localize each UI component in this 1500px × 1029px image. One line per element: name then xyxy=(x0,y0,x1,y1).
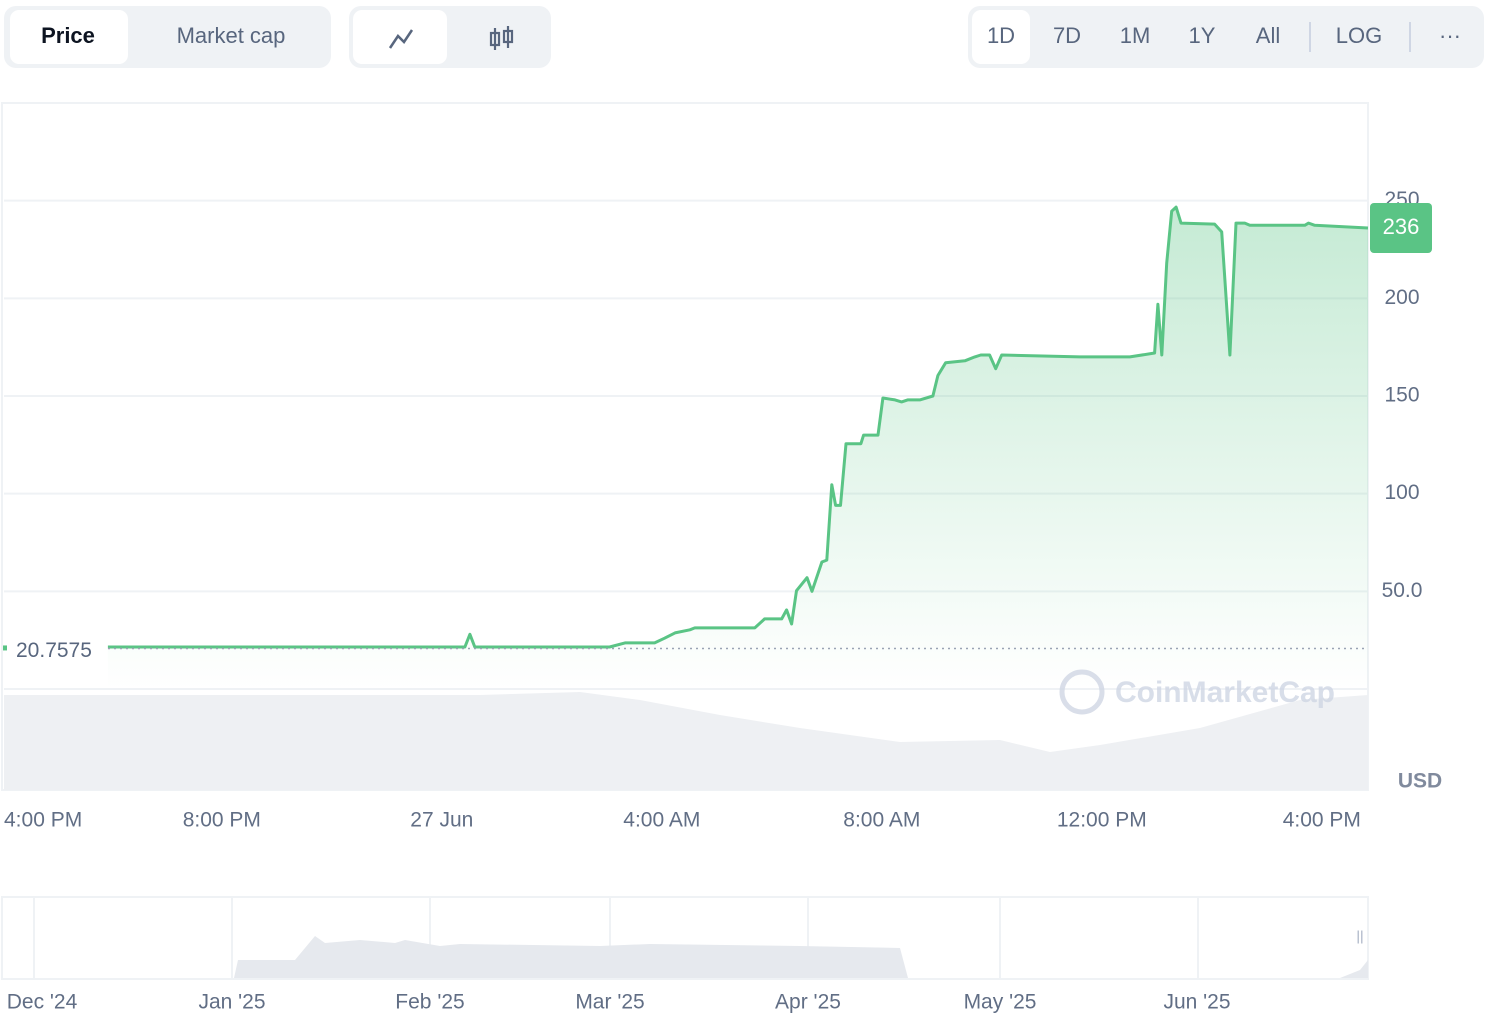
navigator-area xyxy=(1340,960,1368,978)
x-tick-label: 8:00 AM xyxy=(843,809,920,832)
navigator-area xyxy=(234,936,908,978)
range-button[interactable]: 1D xyxy=(987,23,1015,48)
x-tick-label: 12:00 PM xyxy=(1057,809,1147,832)
volume-area xyxy=(4,692,1368,790)
y-tick-label: 150 xyxy=(1384,384,1419,407)
price-line xyxy=(107,205,1369,649)
range-tabs xyxy=(968,6,1484,68)
range-button[interactable]: 1Y xyxy=(1189,23,1216,48)
navigator-label: Feb '25 xyxy=(395,991,464,1014)
reference-marker xyxy=(3,645,7,651)
x-tick-label: 8:00 PM xyxy=(183,809,261,832)
x-tick-label: 27 Jun xyxy=(410,809,473,832)
log-button[interactable]: LOG xyxy=(1336,23,1382,48)
last-price-tag xyxy=(1370,203,1432,254)
y-tick-label: 100 xyxy=(1384,481,1419,504)
reference-label: 20.7575 xyxy=(16,639,92,662)
currency-label: USD xyxy=(1398,770,1442,793)
price-area xyxy=(107,207,1368,689)
line-icon xyxy=(388,29,414,49)
range-button[interactable]: 7D xyxy=(1053,23,1081,48)
navigator-label: Dec '24 xyxy=(7,991,78,1014)
navigator-label: May '25 xyxy=(964,991,1037,1014)
x-tick-label: 4:00 AM xyxy=(623,809,700,832)
more-button[interactable]: ··· xyxy=(1439,23,1461,48)
navigator-label: Apr '25 xyxy=(775,991,841,1014)
x-tick-label: 4:00 PM xyxy=(1283,809,1361,832)
candle-icon[interactable] xyxy=(489,26,514,50)
active-range[interactable] xyxy=(972,10,1030,64)
watermark-logo xyxy=(1059,669,1105,715)
x-tick-label: 4:00 PM xyxy=(4,809,82,832)
navigator-handle[interactable]: || xyxy=(1356,928,1363,944)
navigator-label: Mar '25 xyxy=(575,991,644,1014)
active-tab[interactable] xyxy=(10,10,128,64)
navigator-label: Jun '25 xyxy=(1163,991,1230,1014)
tab[interactable]: Price xyxy=(41,23,95,48)
watermark: CoinMarketCap xyxy=(1115,676,1335,709)
navigator-frame xyxy=(1,896,1369,980)
y-tick-label: 200 xyxy=(1384,286,1419,309)
navigator-label: Jan '25 xyxy=(198,991,265,1014)
range-button[interactable]: All xyxy=(1256,23,1280,48)
tab[interactable]: Market cap xyxy=(177,23,286,48)
range-button[interactable]: 1M xyxy=(1120,23,1151,48)
y-tick-label: 50.0 xyxy=(1382,579,1423,602)
last-price-label: 236 xyxy=(1383,214,1420,239)
